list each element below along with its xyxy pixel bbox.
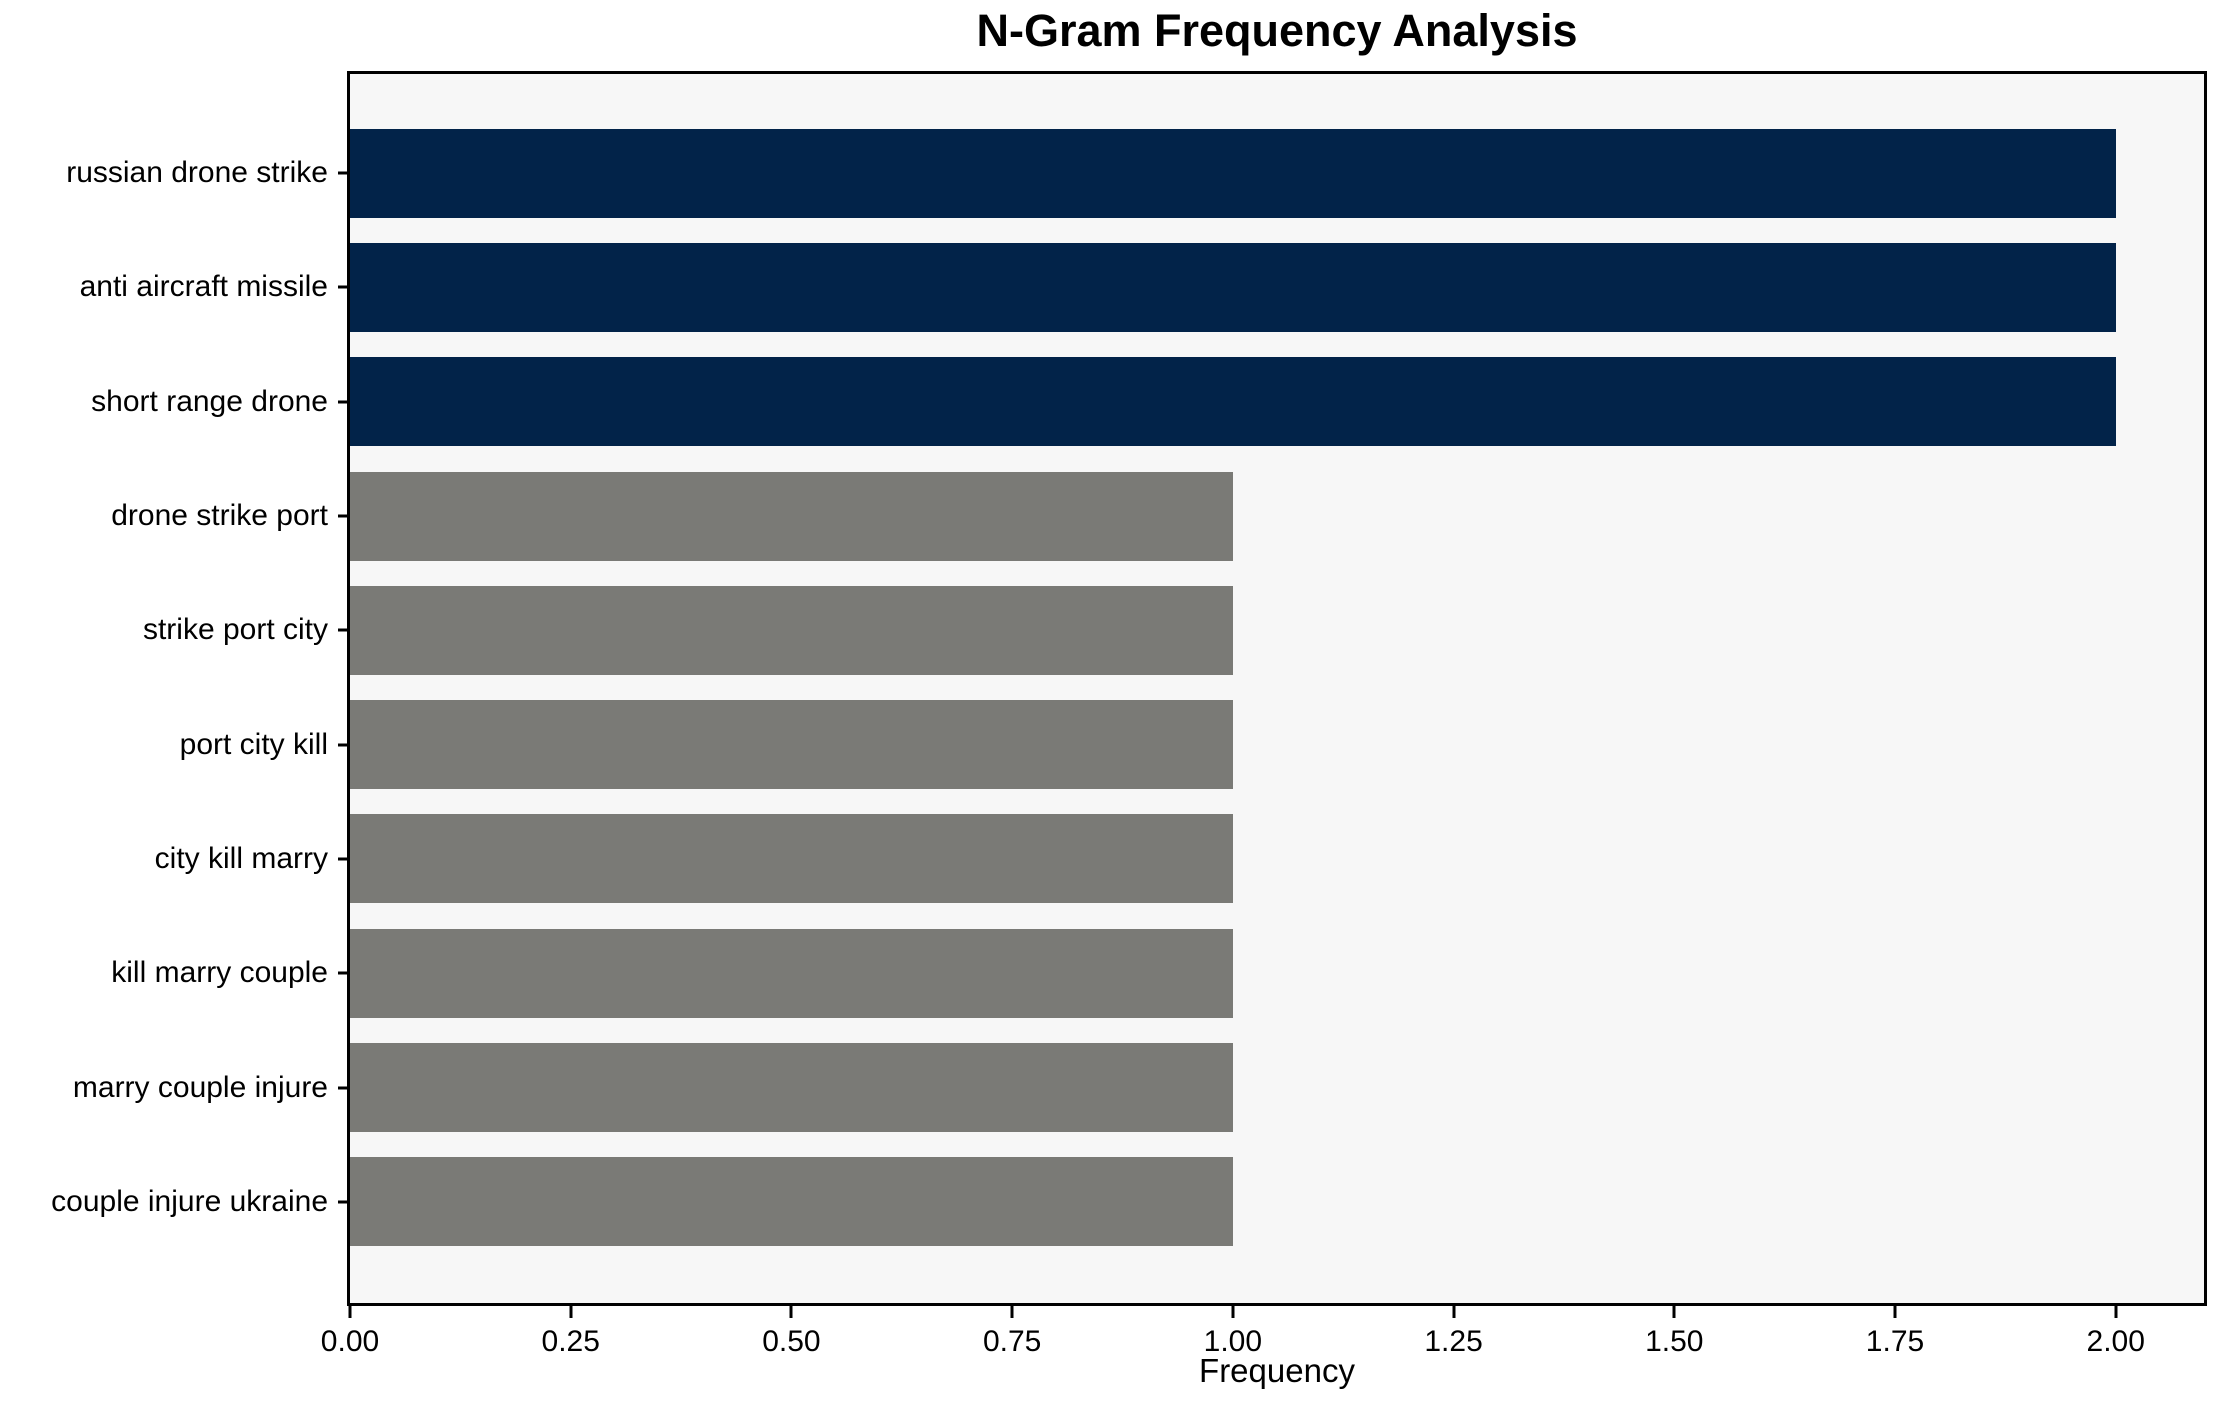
x-tick-mark bbox=[2114, 1306, 2118, 1318]
x-tick-mark bbox=[1010, 1306, 1014, 1318]
bar-marry-couple-injure bbox=[350, 1043, 1233, 1133]
y-tick-label: drone strike port bbox=[111, 499, 328, 533]
x-tick-mark bbox=[1452, 1306, 1456, 1318]
bar-strike-port-city bbox=[350, 585, 1233, 675]
bar-kill-marry-couple bbox=[350, 928, 1233, 1018]
x-tick-label: 1.25 bbox=[1424, 1325, 1483, 1358]
x-tick-mark bbox=[1672, 1306, 1676, 1318]
y-tick-mark bbox=[338, 628, 350, 632]
y-tick-label: port city kill bbox=[179, 727, 328, 761]
x-tick-mark bbox=[789, 1306, 793, 1318]
x-tick-mark bbox=[348, 1306, 352, 1318]
x-tick-label: 1.75 bbox=[1865, 1325, 1925, 1358]
x-tick-mark bbox=[1893, 1306, 1897, 1318]
x-tick-label: 2.00 bbox=[2086, 1325, 2145, 1358]
x-axis-label: Frequency bbox=[1199, 1352, 1355, 1389]
x-tick-mark bbox=[569, 1306, 573, 1318]
x-tick-label: 0.00 bbox=[320, 1325, 380, 1358]
x-tick-label: 1.50 bbox=[1645, 1325, 1704, 1358]
bar-couple-injure-ukraine bbox=[350, 1157, 1233, 1247]
y-tick-mark bbox=[338, 971, 350, 975]
y-tick-mark bbox=[338, 1200, 350, 1204]
y-tick-label: strike port city bbox=[142, 613, 328, 647]
y-tick-label: city kill marry bbox=[154, 841, 328, 875]
x-tick-label: 0.25 bbox=[541, 1325, 600, 1358]
y-tick-label: russian drone strike bbox=[66, 156, 328, 190]
plot-area: russian drone strike anti aircraft missil… bbox=[51, 71, 2207, 1358]
bar-port-city-kill bbox=[350, 700, 1233, 790]
y-tick-label: short range drone bbox=[91, 384, 328, 418]
bar-row: port city kill bbox=[180, 687, 2204, 801]
y-tick-mark bbox=[338, 1086, 350, 1090]
bar-row: strike port city bbox=[143, 573, 2204, 687]
y-tick-label: kill marry couple bbox=[111, 956, 328, 990]
bar-row: russian drone strike bbox=[66, 116, 2204, 230]
bars-container: russian drone strike anti aircraft missil… bbox=[51, 74, 2204, 1303]
bar-city-kill-marry bbox=[350, 814, 1233, 904]
bar-row: drone strike port bbox=[111, 459, 2204, 573]
y-tick-mark bbox=[338, 285, 350, 289]
bar-russian-drone-strike bbox=[350, 128, 2116, 218]
bar-row: kill marry couple bbox=[111, 916, 2204, 1030]
y-tick-label: anti aircraft missile bbox=[79, 270, 328, 304]
y-tick-mark bbox=[338, 857, 350, 861]
y-tick-mark bbox=[338, 514, 350, 518]
x-tick-label: 0.50 bbox=[762, 1325, 821, 1358]
y-tick-mark bbox=[338, 743, 350, 747]
bar-short-range-drone bbox=[350, 357, 2116, 447]
bar-row: anti aircraft missile bbox=[80, 230, 2204, 344]
y-tick-label: marry couple injure bbox=[72, 1070, 328, 1104]
bar-drone-strike-port bbox=[350, 471, 1233, 561]
x-tick-mark bbox=[1231, 1306, 1235, 1318]
y-tick-mark bbox=[338, 400, 350, 404]
bar-row: short range drone bbox=[91, 345, 2204, 459]
bar-anti-aircraft-missile bbox=[350, 242, 2116, 332]
chart-title: N-Gram Frequency Analysis bbox=[976, 5, 1578, 56]
bar-row: city kill marry bbox=[155, 802, 2204, 916]
bar-row: marry couple injure bbox=[73, 1030, 2204, 1144]
y-tick-mark bbox=[338, 171, 350, 175]
bar-row: couple injure ukraine bbox=[51, 1145, 2204, 1259]
y-tick-label: couple injure ukraine bbox=[51, 1184, 328, 1218]
x-tick-label: 1.00 bbox=[1203, 1325, 1263, 1358]
x-tick-label: 0.75 bbox=[982, 1325, 1042, 1358]
